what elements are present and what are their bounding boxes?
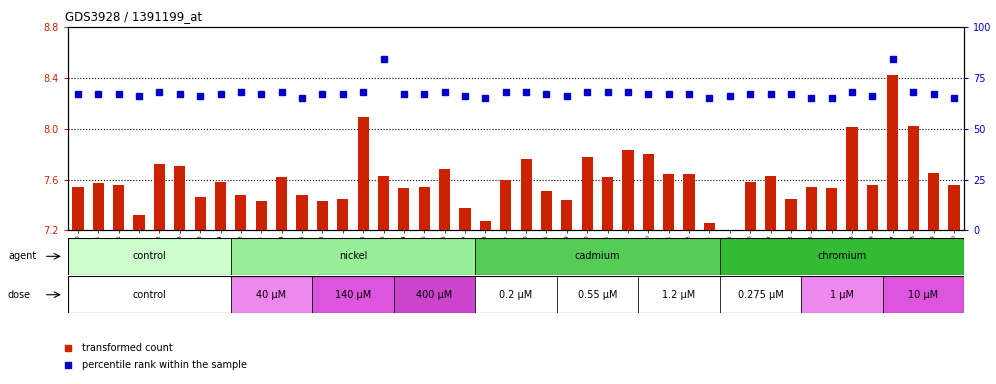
Bar	[398, 189, 409, 230]
Bar	[174, 166, 185, 230]
Bar	[765, 176, 776, 230]
Text: 10 μM: 10 μM	[908, 290, 938, 300]
Bar	[194, 197, 206, 230]
Bar	[602, 177, 614, 230]
Text: cadmium: cadmium	[575, 251, 621, 262]
Bar	[500, 180, 511, 230]
Bar	[297, 195, 308, 230]
Bar	[215, 182, 226, 230]
Bar	[806, 187, 817, 230]
Bar	[317, 201, 328, 230]
Bar	[720, 238, 964, 275]
Bar	[338, 199, 349, 230]
Bar	[235, 195, 246, 230]
Bar	[93, 183, 104, 230]
Bar	[948, 185, 959, 230]
Bar	[256, 201, 267, 230]
Text: 0.55 μM: 0.55 μM	[578, 290, 618, 300]
Bar	[153, 164, 165, 230]
Bar	[521, 159, 532, 230]
Bar	[358, 117, 369, 230]
Text: 0.275 μM: 0.275 μM	[737, 290, 783, 300]
Bar	[393, 276, 475, 313]
Bar	[847, 127, 858, 230]
Bar	[801, 276, 882, 313]
Text: control: control	[132, 251, 166, 262]
Text: 40 μM: 40 μM	[256, 290, 287, 300]
Bar	[704, 223, 715, 230]
Bar	[276, 177, 287, 230]
Bar	[622, 150, 633, 230]
Text: 1 μM: 1 μM	[830, 290, 854, 300]
Text: 1.2 μM: 1.2 μM	[662, 290, 695, 300]
Text: agent: agent	[8, 251, 36, 262]
Bar	[73, 187, 84, 230]
Bar	[642, 154, 654, 230]
Bar	[312, 276, 393, 313]
Text: percentile rank within the sample: percentile rank within the sample	[82, 360, 247, 370]
Bar	[475, 238, 720, 275]
Bar	[475, 276, 557, 313]
Bar	[114, 185, 124, 230]
Text: dose: dose	[8, 290, 31, 300]
Bar	[928, 173, 939, 230]
Bar	[745, 182, 756, 230]
Bar	[826, 189, 838, 230]
Bar	[582, 157, 593, 230]
Bar	[557, 276, 638, 313]
Text: nickel: nickel	[339, 251, 368, 262]
Bar	[663, 174, 674, 230]
Bar	[68, 276, 231, 313]
Text: control: control	[132, 290, 166, 300]
Bar	[786, 199, 797, 230]
Text: 0.2 μM: 0.2 μM	[499, 290, 533, 300]
Text: GDS3928 / 1391199_at: GDS3928 / 1391199_at	[65, 10, 202, 23]
Bar	[683, 174, 694, 230]
Bar	[418, 187, 430, 230]
Bar	[480, 222, 491, 230]
Bar	[887, 75, 898, 230]
Bar	[459, 207, 470, 230]
Text: chromium: chromium	[818, 251, 867, 262]
Bar	[638, 276, 720, 313]
Bar	[882, 276, 964, 313]
Text: 400 μM: 400 μM	[416, 290, 452, 300]
Text: 140 μM: 140 μM	[335, 290, 372, 300]
Bar	[231, 276, 312, 313]
Bar	[867, 185, 878, 230]
Bar	[541, 191, 552, 230]
Bar	[68, 238, 231, 275]
Text: transformed count: transformed count	[82, 343, 172, 353]
Bar	[907, 126, 918, 230]
Bar	[377, 176, 389, 230]
Bar	[720, 276, 801, 313]
Bar	[439, 169, 450, 230]
Bar	[562, 200, 573, 230]
Bar	[231, 238, 475, 275]
Bar	[133, 215, 144, 230]
